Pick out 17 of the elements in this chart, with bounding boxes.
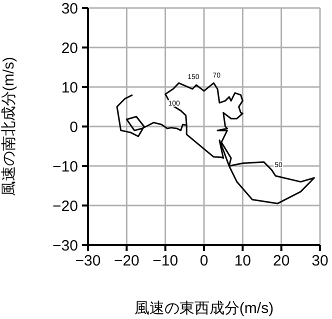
y-tick-label: 10 bbox=[61, 79, 78, 96]
line-series bbox=[116, 82, 315, 204]
y-tick-label: 0 bbox=[70, 118, 78, 136]
y-tick-label: −10 bbox=[52, 158, 78, 176]
x-tick-label: −10 bbox=[152, 252, 178, 270]
x-tick-label: 20 bbox=[272, 252, 290, 270]
y-tick-label: −30 bbox=[52, 237, 78, 254]
x-tick-label: −30 bbox=[75, 252, 101, 270]
x-tick-label: −20 bbox=[114, 252, 140, 270]
x-axis-title: 風速の東西成分(m/s) bbox=[134, 300, 274, 317]
x-tick-label: 10 bbox=[234, 252, 252, 270]
y-axis-title: 風速の南北成分(m/s) bbox=[0, 56, 18, 196]
y-tick-label: 30 bbox=[61, 0, 78, 18]
y-tick-label: −20 bbox=[52, 198, 78, 215]
x-tick-label: 0 bbox=[200, 252, 208, 270]
y-tick-label: 20 bbox=[61, 40, 78, 57]
x-tick-label: 30 bbox=[312, 252, 328, 270]
